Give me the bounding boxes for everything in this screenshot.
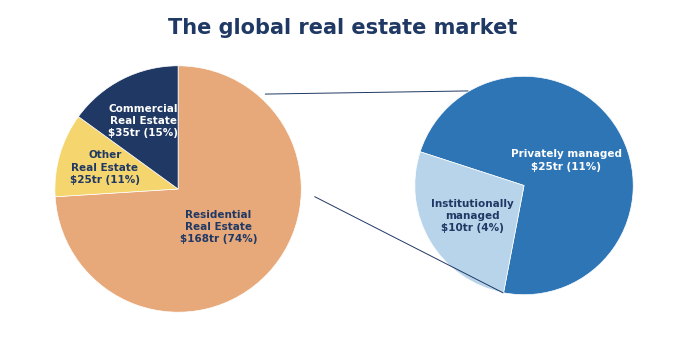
Text: Commercial
Real Estate
$35tr (15%): Commercial Real Estate $35tr (15%)	[108, 104, 178, 138]
Text: Institutionally
managed
$10tr (4%): Institutionally managed $10tr (4%)	[431, 199, 514, 233]
Text: Privately managed
$25tr (11%): Privately managed $25tr (11%)	[511, 149, 622, 172]
Wedge shape	[55, 117, 178, 197]
Wedge shape	[55, 66, 301, 312]
Wedge shape	[415, 152, 524, 293]
Text: The global real estate market: The global real estate market	[168, 18, 517, 37]
Text: Residential
Real Estate
$168tr (74%): Residential Real Estate $168tr (74%)	[179, 210, 258, 244]
Wedge shape	[420, 76, 633, 295]
Text: Other
Real Estate
$25tr (11%): Other Real Estate $25tr (11%)	[70, 150, 140, 185]
Wedge shape	[78, 66, 178, 189]
